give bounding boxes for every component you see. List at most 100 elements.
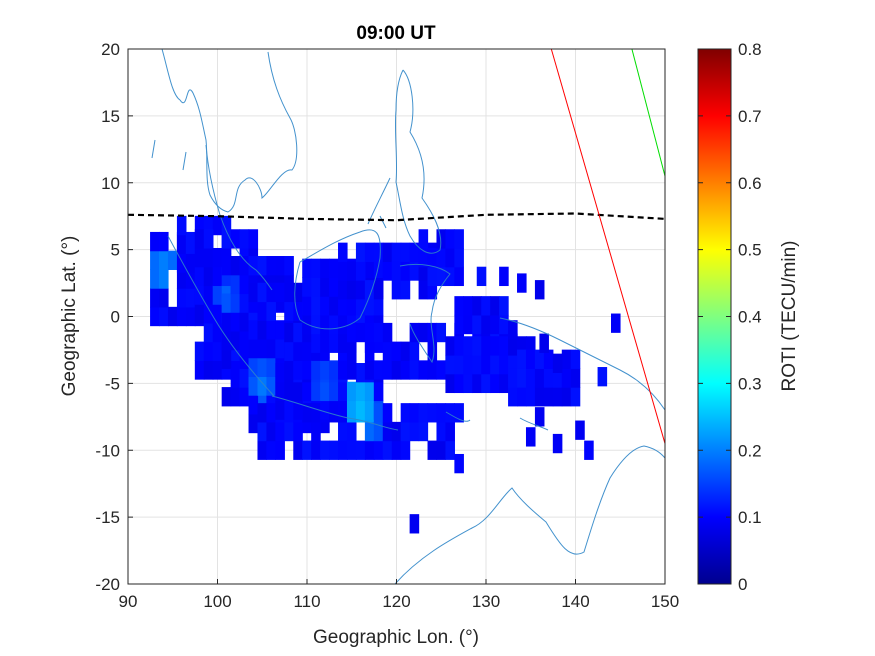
roti-cell <box>320 381 330 402</box>
roti-cell <box>311 381 321 402</box>
roti-cell <box>543 349 554 369</box>
roti-cell <box>293 360 303 380</box>
roti-cell <box>203 266 214 287</box>
roti-cell <box>552 368 563 388</box>
roti-cell <box>552 353 563 373</box>
roti-cell <box>275 256 285 276</box>
roti-cell <box>212 215 223 236</box>
roti-cell <box>481 354 491 375</box>
roti-cell <box>284 256 294 276</box>
roti-cell <box>508 336 518 356</box>
x-tick-label: 120 <box>382 592 410 611</box>
roti-cell <box>454 229 464 249</box>
roti-cell <box>329 314 339 335</box>
roti-cell <box>463 354 473 375</box>
roti-cell <box>275 363 285 383</box>
roti-cell <box>481 314 491 335</box>
roti-cell <box>391 360 402 380</box>
roti-cell <box>561 387 572 407</box>
roti-cell <box>257 357 268 377</box>
roti-cell <box>373 381 384 402</box>
roti-cell <box>517 368 527 388</box>
roti-cell <box>400 440 411 460</box>
roti-cell <box>499 266 509 287</box>
roti-cell <box>373 440 384 460</box>
roti-cell <box>320 296 330 316</box>
roti-cell <box>311 421 321 442</box>
roti-cell <box>302 403 312 423</box>
roti-cell <box>176 253 187 273</box>
roti-cell <box>338 360 348 380</box>
roti-cell <box>230 368 241 388</box>
roti-cell <box>418 247 429 268</box>
roti-cell <box>400 360 411 380</box>
chart-title: 09:00 UT <box>356 23 436 44</box>
roti-cell <box>373 242 384 262</box>
roti-cell <box>266 282 276 303</box>
roti-cell <box>338 261 348 281</box>
roti-cell <box>257 301 268 321</box>
roti-cell <box>364 242 375 262</box>
roti-cell <box>203 229 214 249</box>
roti-cell <box>275 282 285 303</box>
coastline-islands <box>151 139 549 431</box>
roti-cell <box>561 368 572 388</box>
roti-cell <box>346 322 357 343</box>
roti-cell <box>302 381 312 402</box>
coastline-java <box>271 395 399 431</box>
y-tick-label: 15 <box>101 107 120 126</box>
roti-cell <box>543 368 554 388</box>
roti-cell <box>364 421 375 442</box>
roti-cell <box>611 313 621 333</box>
roti-cell <box>320 413 330 434</box>
roti-cell <box>584 440 594 460</box>
roti-cell <box>436 440 447 460</box>
coastline-sumatra <box>167 235 275 397</box>
roti-cell <box>320 440 330 460</box>
roti-cell <box>508 368 518 388</box>
roti-cell <box>499 354 509 375</box>
roti-cell <box>311 360 321 380</box>
roti-cell <box>476 266 487 287</box>
roti-cell <box>427 341 438 361</box>
roti-cell <box>176 306 187 327</box>
roti-cell <box>176 234 187 254</box>
roti-cell <box>221 256 232 276</box>
roti-cell <box>266 301 276 321</box>
y-tick-label: -20 <box>95 575 120 594</box>
roti-cell <box>338 381 348 402</box>
x-tick-label: 150 <box>651 592 679 611</box>
roti-cell <box>266 357 276 377</box>
roti-cell <box>418 280 429 300</box>
roti-cell <box>176 215 187 236</box>
roti-cell <box>427 266 438 287</box>
roti-cell <box>472 296 482 316</box>
colorbar-tick-label: 0.7 <box>738 107 762 126</box>
roti-cell <box>338 440 348 460</box>
roti-cell <box>364 296 375 316</box>
roti-cell <box>338 400 348 420</box>
roti-cell <box>257 440 268 460</box>
roti-cell <box>436 421 447 442</box>
colorbar-tick-label: 0 <box>738 575 747 594</box>
roti-cell <box>570 349 581 369</box>
roti-cell <box>382 341 393 361</box>
roti-cell <box>472 336 482 356</box>
roti-cell <box>597 367 608 387</box>
roti-cell <box>212 304 223 324</box>
roti-cell <box>454 296 464 316</box>
roti-cell <box>400 403 411 423</box>
roti-cell <box>320 314 330 335</box>
roti-cell <box>436 322 447 343</box>
roti-cell <box>221 229 232 249</box>
roti-cell <box>418 403 429 423</box>
coastline-australia <box>394 445 665 584</box>
roti-cell <box>436 266 447 287</box>
roti-cell <box>346 381 357 402</box>
roti-cell <box>499 296 509 316</box>
roti-cell <box>239 368 250 388</box>
roti-cell <box>311 296 321 316</box>
roti-cell <box>257 376 268 396</box>
roti-cell <box>311 314 321 335</box>
roti-cell <box>329 258 339 279</box>
